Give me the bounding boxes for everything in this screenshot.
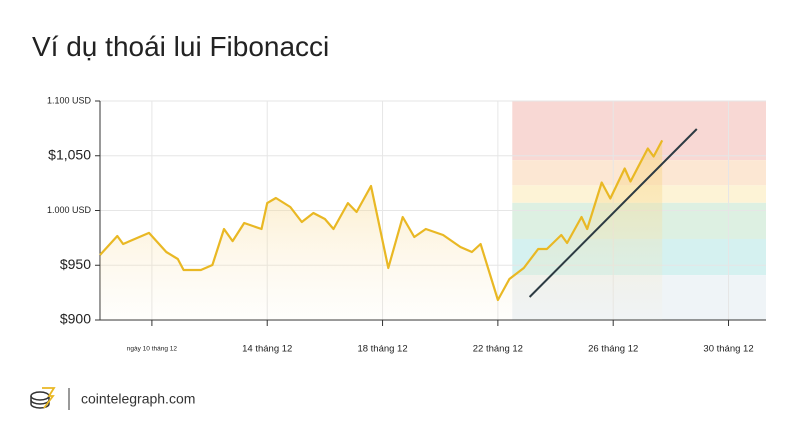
x-tick-label: 30 tháng 12 [703, 344, 753, 355]
price-area [100, 140, 663, 320]
y-tick-label: 1.100 USD [47, 95, 92, 105]
y-tick-label: $1,050 [48, 146, 91, 162]
fib-band [512, 101, 766, 161]
plot-area: $900 $950 1.000 USD $1,050 1.100 USD ngày 10 … [47, 95, 766, 355]
price-line [99, 139, 664, 302]
x-tick-label: 22 tháng 12 [473, 344, 523, 355]
x-tick-label: ngày 10 tháng 12 [127, 346, 178, 353]
x-tick-label: 18 tháng 12 [357, 344, 407, 355]
logo [30, 387, 70, 410]
x-tick-label: 26 tháng 12 [588, 344, 638, 355]
chart-title: Ví dụ thoái lui Fibonacci [32, 31, 329, 62]
y-tick-label: $900 [60, 311, 91, 327]
y-tick-label: 1.000 USD [47, 205, 92, 215]
y-tick-label: $950 [60, 256, 91, 272]
x-tick-label: 14 tháng 12 [242, 344, 292, 355]
footer-site: cointelegraph.com [81, 391, 195, 407]
trend-line [528, 128, 698, 298]
